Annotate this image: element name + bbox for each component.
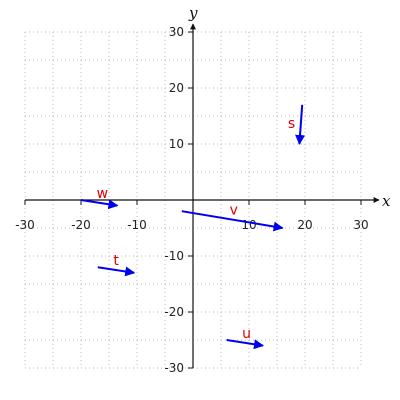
x-tick-label: -10 xyxy=(127,218,147,232)
vector-u xyxy=(226,339,264,350)
x-axis-label: x xyxy=(382,192,391,210)
x-tick-label: 30 xyxy=(353,218,368,232)
x-tick-label: 20 xyxy=(297,218,312,232)
vector-label-w: w xyxy=(97,186,108,202)
vector-v xyxy=(181,210,284,232)
tick-labels: -30 -20 -10 10 20 30 -30 -20 -10 10 20 30 xyxy=(15,25,368,375)
y-tick-label: 10 xyxy=(169,137,184,151)
vector-w xyxy=(80,199,119,210)
y-tick-label: -30 xyxy=(164,361,184,375)
vector-label-t: t xyxy=(113,253,119,269)
vector-label-s: s xyxy=(288,116,295,132)
y-tick-label: 30 xyxy=(169,25,184,39)
vectors: s v w t u xyxy=(80,104,306,350)
y-tick-label: -20 xyxy=(164,305,184,319)
x-tick-label: -20 xyxy=(71,218,91,232)
y-tick-label: -10 xyxy=(164,249,184,263)
x-tick-label: -30 xyxy=(15,218,35,232)
y-axis-label: y xyxy=(188,4,198,22)
vector-label-v: v xyxy=(230,203,238,219)
axes xyxy=(24,23,380,369)
y-tick-label: 20 xyxy=(169,81,184,95)
x-tick-label: 10 xyxy=(241,218,256,232)
vector-label-u: u xyxy=(242,326,251,342)
vector-s xyxy=(295,104,306,145)
vector-t xyxy=(97,266,136,277)
